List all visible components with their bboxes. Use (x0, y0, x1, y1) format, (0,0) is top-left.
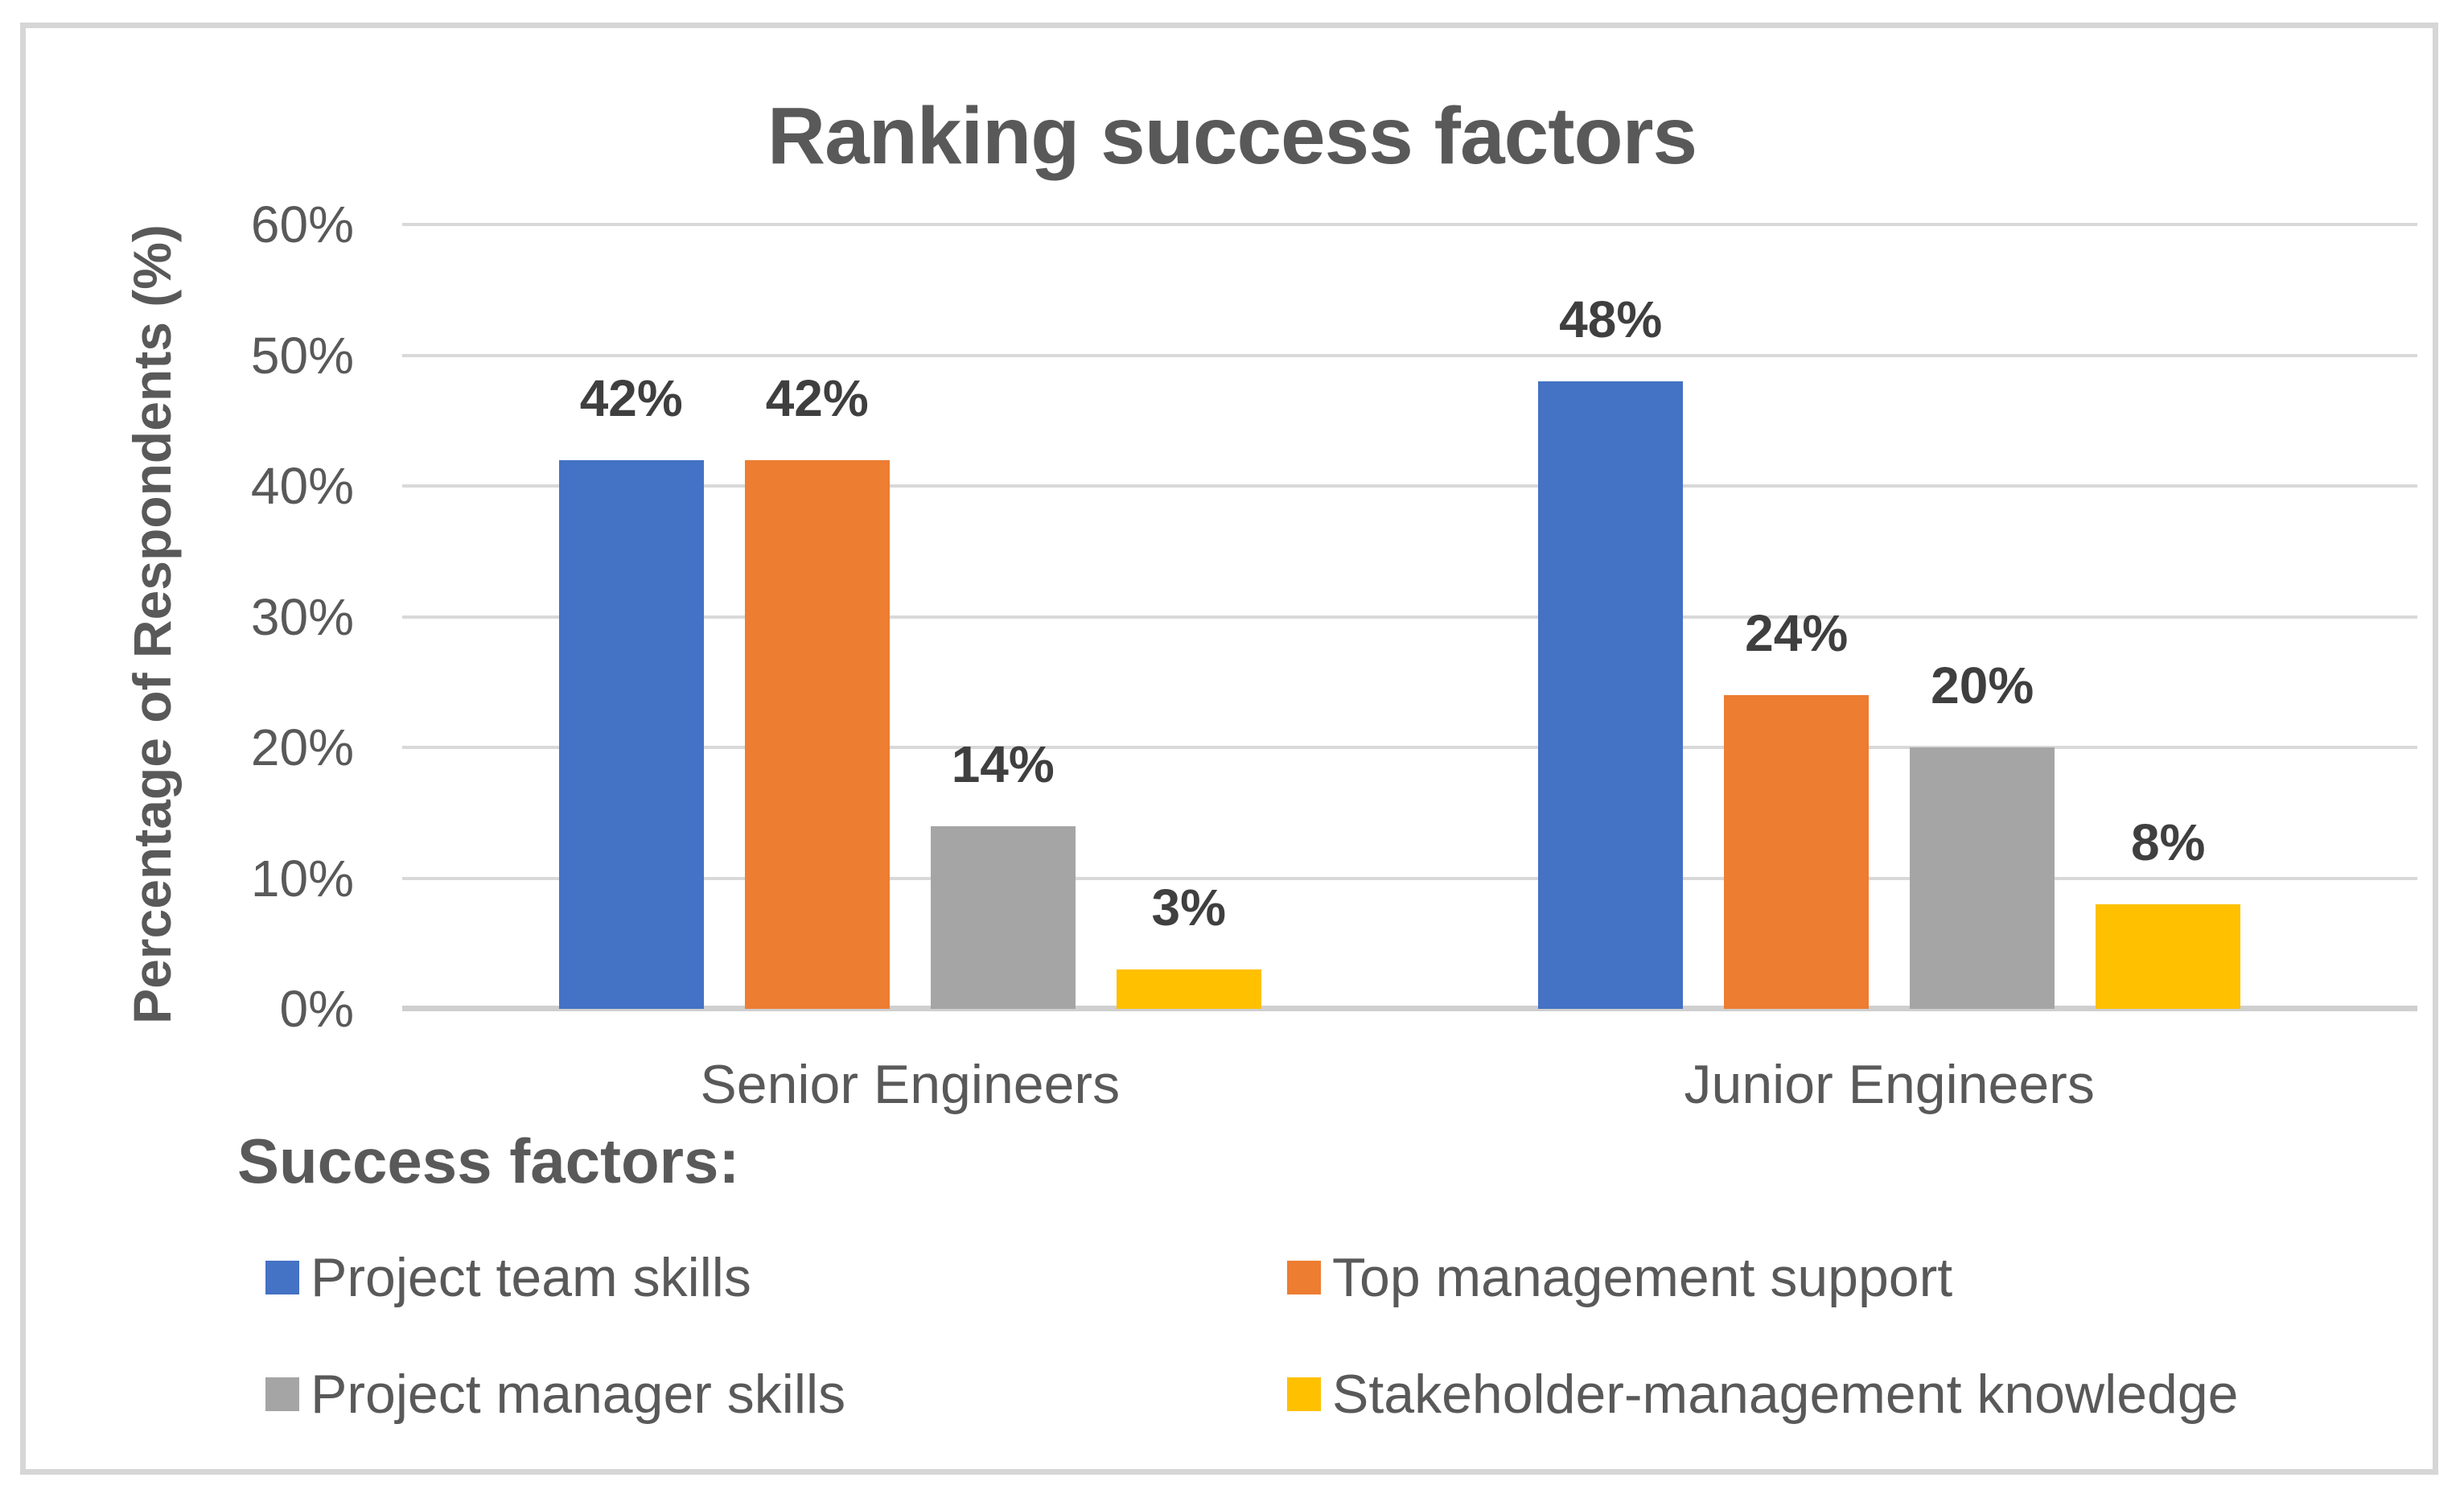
bar-data-label: 14% (951, 735, 1055, 793)
legend-color-marker (265, 1377, 299, 1411)
y-tick-label: 20% (250, 718, 354, 776)
legend-item: Project team skills (265, 1246, 1287, 1309)
gridline (402, 876, 2417, 880)
bar-data-label: 24% (1745, 604, 1849, 662)
y-tick-label: 50% (250, 326, 354, 385)
legend-color-marker (265, 1260, 299, 1294)
y-tick-label: 30% (250, 587, 354, 646)
legend-label: Project manager skills (311, 1363, 846, 1425)
y-tick-label: 0% (279, 980, 355, 1038)
bar (930, 825, 1076, 1009)
gridline (402, 615, 2417, 619)
gridline (402, 223, 2417, 226)
legend-item: Top management support (1287, 1246, 2325, 1309)
bar (2096, 904, 2241, 1009)
bar-data-label: 8% (2130, 813, 2206, 871)
bar (1538, 381, 1684, 1009)
legend-item: Project manager skills (265, 1363, 1287, 1426)
legend-item: Stakeholder-management knowledge (1287, 1363, 2325, 1426)
gridline (402, 746, 2417, 749)
legend-label: Top management support (1332, 1246, 1953, 1308)
bar-data-label: 42% (765, 368, 869, 427)
category-label: Senior Engineers (700, 1054, 1121, 1115)
category-label: Junior Engineers (1684, 1054, 2095, 1115)
bar-data-label: 20% (1931, 656, 2034, 714)
bar-data-label: 42% (579, 368, 683, 427)
bar-data-label: 3% (1151, 879, 1227, 937)
bar (744, 459, 890, 1009)
legend-color-marker (1287, 1260, 1321, 1294)
legend-label: Stakeholder-management knowledge (1332, 1363, 2239, 1425)
bar (1910, 747, 2055, 1009)
gridline (402, 353, 2417, 357)
legend: Project team skills Top management suppor… (265, 1219, 2325, 1452)
bar (1724, 695, 1870, 1009)
bar (1116, 969, 1261, 1009)
chart-title: Ranking success factors (767, 91, 1697, 181)
x-axis-line (402, 1006, 2417, 1011)
plot-area: 42% 48% 42% 24% 14% 20% 3% 8% Senior Engineers Ju… (402, 223, 2417, 1115)
legend-color-marker (1287, 1377, 1321, 1411)
bar-data-label: 48% (1559, 290, 1663, 348)
y-tick-label: 60% (250, 195, 354, 253)
gridline (402, 484, 2417, 488)
bar (558, 459, 704, 1009)
y-tick-label: 10% (250, 849, 354, 908)
y-tick-label: 40% (250, 457, 354, 515)
legend-label: Project team skills (311, 1246, 751, 1308)
legend-title: Success factors: (237, 1126, 740, 1196)
